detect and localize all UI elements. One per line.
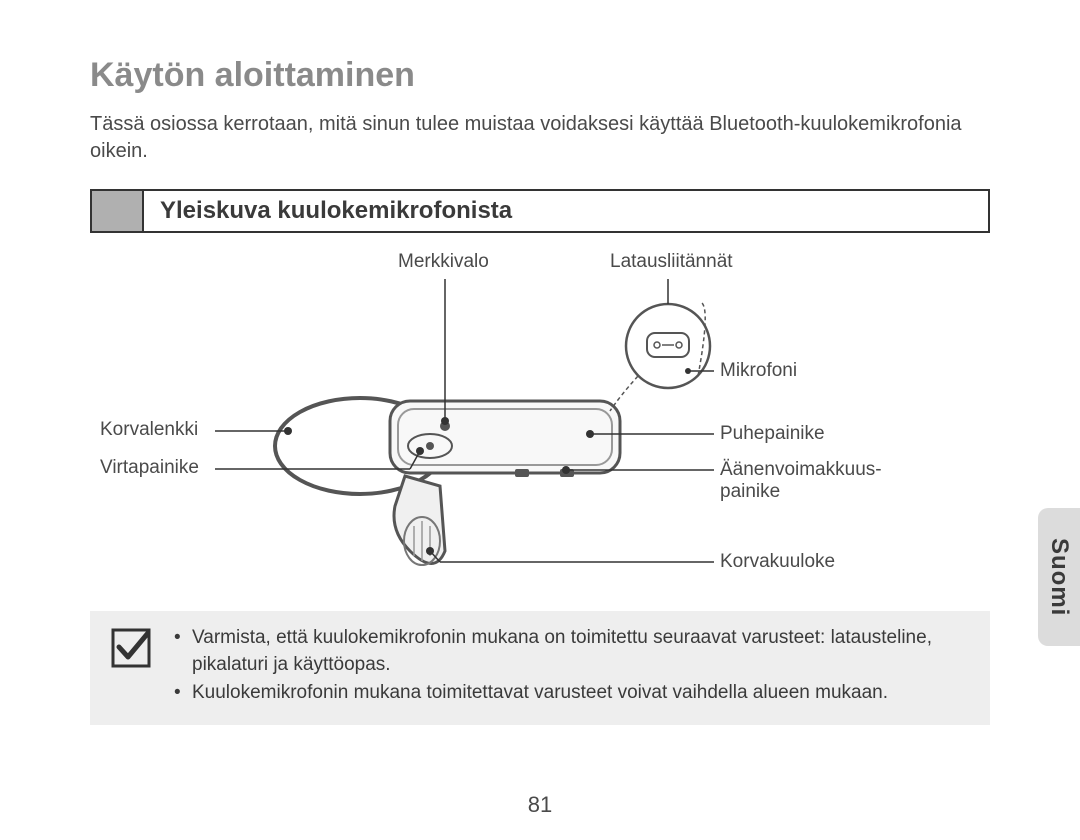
note-callout: Varmista, että kuulokemikrofonin mukana … [90,611,990,725]
headset-diagram: Merkkivalo Latausliitännät Mikrofoni Puh… [90,251,990,611]
note-list: Varmista, että kuulokemikrofonin mukana … [174,625,970,709]
page-number: 81 [528,792,552,818]
note-item-2: Kuulokemikrofonin mukana toimitettavat v… [174,680,970,707]
language-tab-label: Suomi [1045,538,1073,616]
section-title: Yleiskuva kuulokemikrofonista [144,191,988,231]
checkbox-icon [110,627,152,669]
page-heading: Käytön aloittaminen [90,56,990,95]
language-tab: Suomi [1038,508,1080,646]
note-item-1: Varmista, että kuulokemikrofonin mukana … [174,625,970,678]
section-title-bar: Yleiskuva kuulokemikrofonista [90,189,990,233]
headset-illustration [90,251,990,611]
intro-paragraph: Tässä osiossa kerrotaan, mitä sinun tule… [90,111,990,165]
section-bar-accent [92,191,144,231]
